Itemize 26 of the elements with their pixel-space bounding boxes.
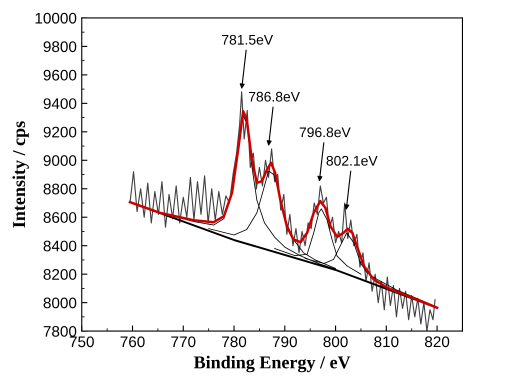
x-tick-label: 790 — [272, 336, 297, 348]
y-tick-label: 8800 — [44, 184, 76, 194]
x-tick-label: 760 — [120, 336, 145, 348]
y-tick-label: 9200 — [44, 126, 76, 138]
annotation: 781.5eV — [222, 34, 274, 45]
y-axis-title: Intensity / cps — [12, 121, 29, 228]
annotation: 786.8eV — [248, 92, 300, 102]
y-tick-label: 8600 — [44, 212, 76, 223]
y-tick-label: 8400 — [44, 240, 76, 252]
annotation: 796.8eV — [300, 127, 351, 138]
y-tick-label: 9600 — [44, 70, 76, 81]
x-axis-title: Binding Energy / eV — [194, 356, 350, 372]
y-tick-label: 8200 — [44, 269, 76, 280]
x-tick-label: 820 — [424, 336, 450, 348]
y-tick-label: 10000 — [36, 12, 76, 24]
y-tick-label: 9400 — [44, 98, 76, 110]
annotation: 802.1eV — [326, 156, 378, 166]
x-tick-label: 750 — [70, 336, 94, 348]
x-tick-label: 800 — [323, 336, 348, 348]
y-tick-label: 9800 — [44, 41, 76, 52]
y-tick-label: 8000 — [44, 298, 76, 308]
y-tick-label: 7800 — [44, 326, 76, 337]
x-tick-label: 770 — [171, 336, 196, 348]
x-tick-label: 780 — [222, 336, 246, 348]
x-tick-label: 810 — [374, 336, 398, 348]
y-tick-label: 9000 — [44, 155, 76, 166]
